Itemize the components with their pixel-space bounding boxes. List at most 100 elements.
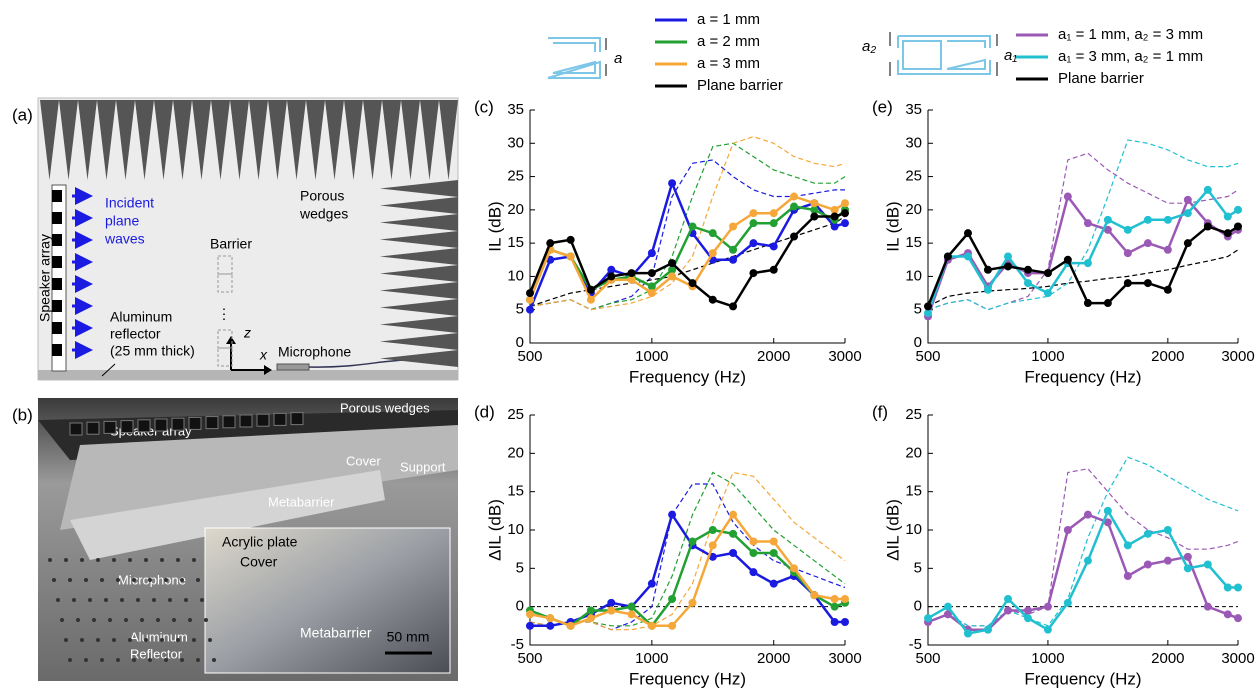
chart: (d) -5 0 5 10 15 20 25 500 1000 2000 3000 Frequency … [474,402,862,688]
photo-speaker [171,417,185,431]
x-tick-label: 2000 [1151,348,1184,365]
marker [841,595,849,603]
marker [943,610,952,619]
photo-hole [204,618,208,622]
y-tick-label: 10 [905,267,922,284]
annotation: wedges [299,206,348,222]
panel-label: (a) [12,105,33,124]
x-tick-label: 500 [517,650,542,667]
x-axis-label: Frequency (Hz) [629,367,746,386]
simulation-line [529,483,846,631]
panel-label: (b) [12,405,33,424]
marker [1223,583,1232,592]
photo-hole [184,598,188,602]
y-tick-label: 10 [507,267,524,284]
marker [526,610,534,619]
speaker [52,212,62,224]
marker [668,510,677,519]
photo-hole [116,578,120,582]
photo-hole [72,598,76,602]
photo-hole [124,618,128,622]
y-tick-label: 25 [905,168,922,185]
photo-hole [100,578,104,582]
marker [566,252,575,261]
photo-hole [48,558,52,562]
annotation: Metabarrier [300,625,372,641]
marker [708,541,717,550]
marker [647,269,656,278]
y-tick-label: -5 [909,636,922,653]
wedge [173,100,192,180]
marker [1203,602,1212,611]
marker [1023,614,1032,623]
photo-hole [148,658,152,662]
axis [529,415,845,646]
marker [1143,239,1152,248]
marker [924,302,932,311]
annotation: 50 mm [387,629,430,645]
x-tick-label: 3000 [1221,348,1254,365]
marker [586,285,595,294]
annotation: Speaker array [37,234,53,322]
x-axis-label: Frequency (Hz) [1024,669,1141,688]
photo-hole [104,598,108,602]
legend: a = 1 mm a = 2 mm a = 3 mm Plane barrier [655,11,783,94]
wedge [344,100,363,180]
wedge [306,100,325,180]
photo-hole [200,598,204,602]
photo-hole [100,658,104,662]
photo-hole [192,638,196,642]
marker [1083,219,1092,228]
pointer [101,363,116,377]
marker [1004,606,1013,615]
photo-speaker [69,422,83,436]
icon-single [547,37,601,79]
marker [647,579,656,588]
x-tick-label: 500 [517,348,542,365]
y-tick-label: 20 [905,201,922,218]
y-axis-label: IL (dB) [883,201,902,251]
wedge [380,231,458,248]
marker [708,526,717,534]
measured-line [528,195,846,302]
marker [647,249,656,258]
y-tick-label: 15 [905,483,922,500]
marker [749,209,758,218]
marker [1063,526,1072,534]
legend-label: Plane barrier [1058,70,1144,87]
marker [1203,560,1212,569]
speaker [52,190,62,202]
icon-label: a₁ [1004,47,1017,64]
marker [1043,625,1052,634]
marker [526,305,534,314]
y-tick-label: 0 [516,334,524,351]
marker [526,289,534,298]
photo-hole [164,658,168,662]
marker [627,269,636,278]
marker [668,595,677,603]
marker [841,209,849,218]
photo-hole [160,638,164,642]
wedge [116,100,135,180]
marker [668,621,677,630]
marker [1004,252,1013,261]
marker [1143,529,1152,538]
marker [1023,279,1032,288]
photo-hole [84,658,88,662]
photo-speaker [256,413,270,427]
marker [924,614,932,623]
y-tick-label: 5 [516,559,524,576]
wedge [439,100,458,180]
marker [749,549,758,557]
marker [688,279,697,288]
simulation-line [529,471,846,631]
panel-label: (c) [474,97,494,116]
simulation-line [529,471,846,627]
simulation-line [927,456,1239,627]
annotation: Aluminum [110,309,172,325]
annotation: Porous wedges [340,400,430,415]
photo-speaker [137,419,151,433]
photo-hole [108,618,112,622]
marker [1103,518,1112,527]
